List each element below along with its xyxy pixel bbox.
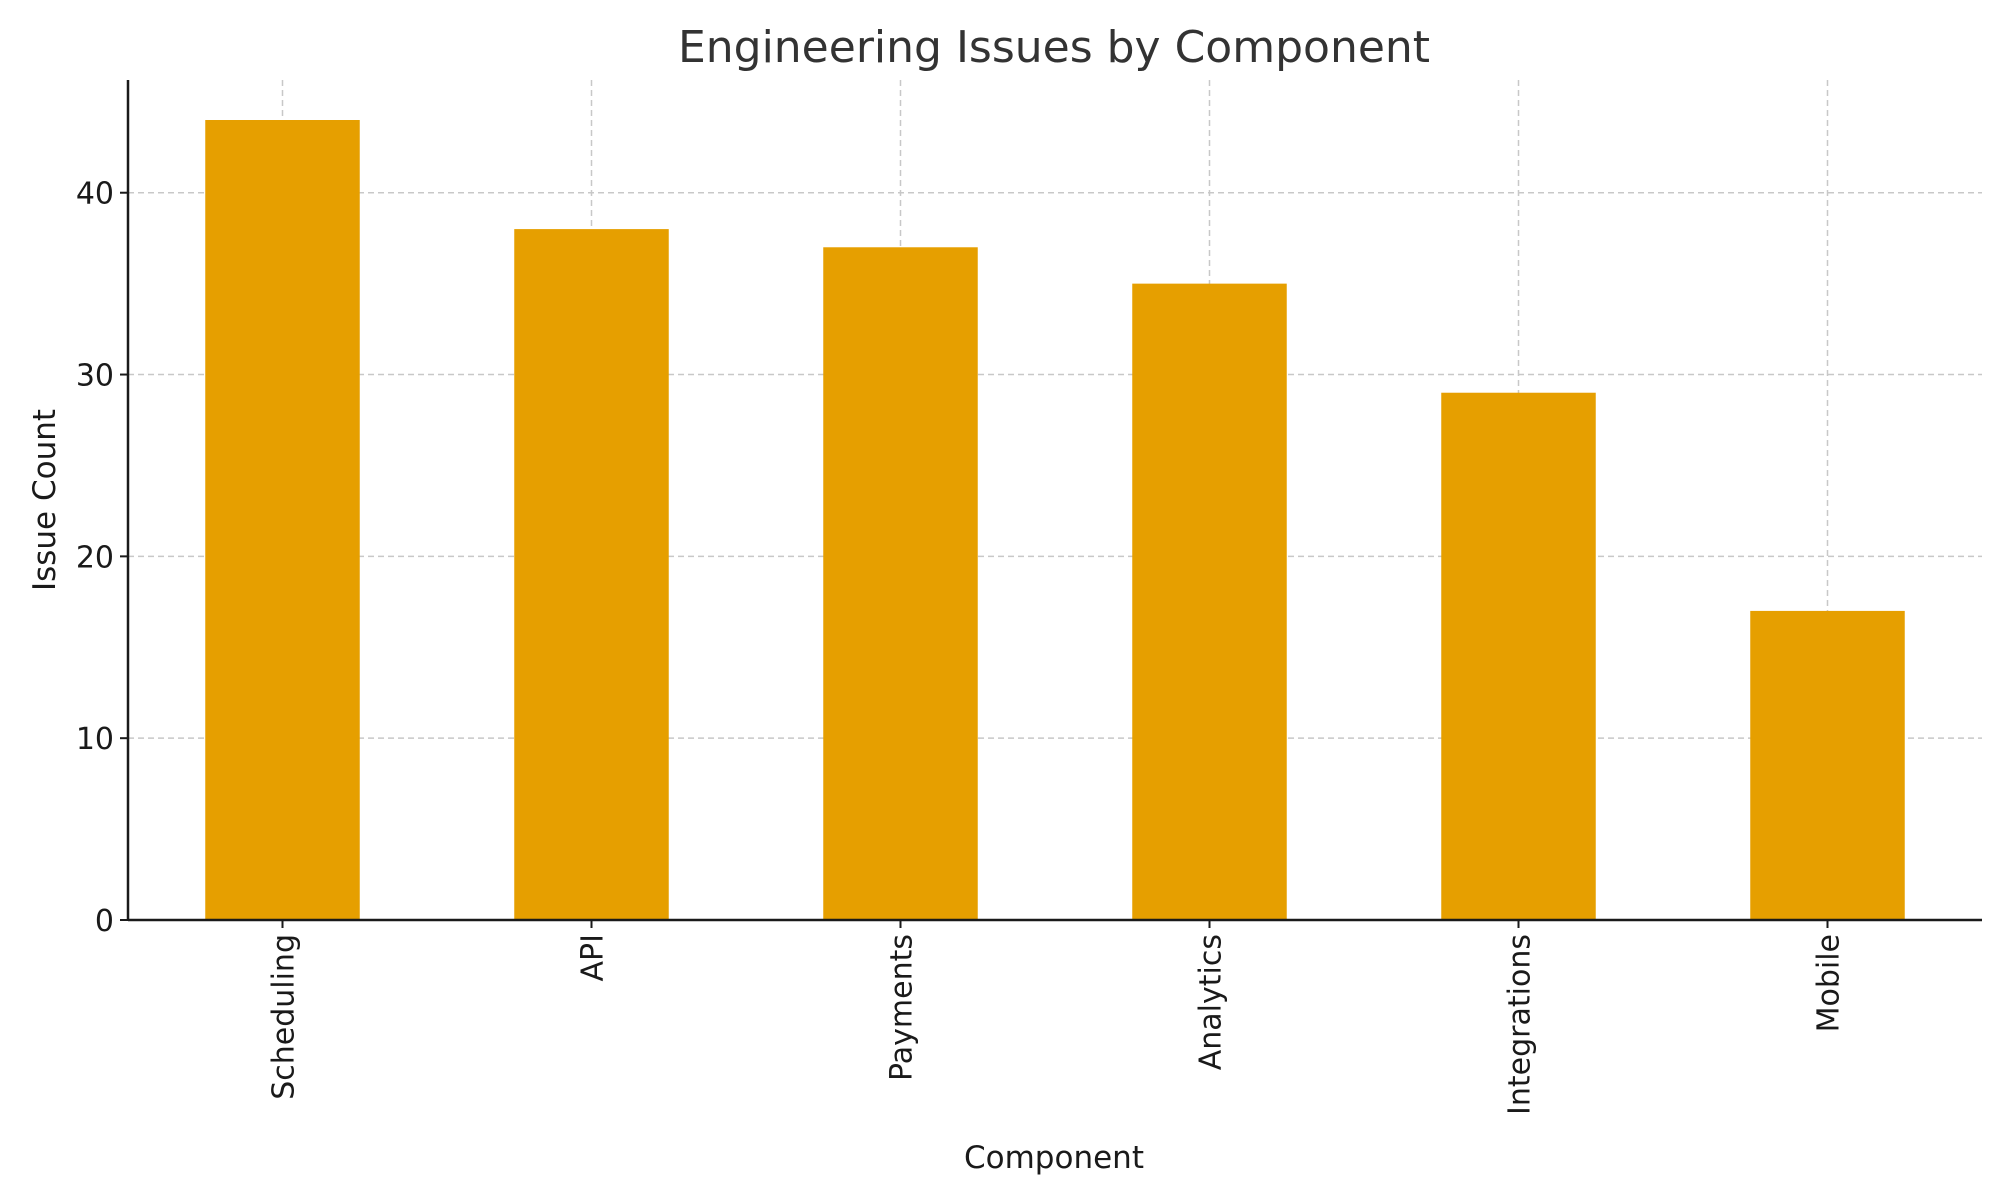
grid-lines: [128, 80, 1982, 920]
bar-mobile: [1750, 610, 1905, 920]
y-tick-label-20: 20: [76, 540, 114, 575]
bar-analytics: [1132, 283, 1287, 920]
y-axis-label: Issue Count: [27, 409, 63, 591]
x-tick-label-mobile: Mobile: [1812, 934, 1847, 1032]
y-tick-label-10: 10: [76, 722, 114, 757]
x-tick-label-scheduling: Scheduling: [267, 934, 302, 1100]
tick-labels: 0 10 20 30 40 Scheduling API Payments Analytics I…: [76, 177, 1847, 1115]
bar-scheduling: [205, 120, 360, 920]
x-tick-label-analytics: Analytics: [1194, 934, 1229, 1070]
bar-payments: [823, 247, 978, 921]
bar-api: [514, 229, 669, 920]
x-tick-label-integrations: Integrations: [1503, 934, 1538, 1115]
y-tick-label-30: 30: [76, 359, 114, 394]
x-tick-label-api: API: [576, 934, 611, 981]
bars: [205, 120, 1905, 921]
x-tick-label-payments: Payments: [885, 934, 920, 1081]
axes: [120, 80, 1982, 928]
chart-title: Engineering Issues by Component: [678, 22, 1430, 73]
y-tick-label-0: 0: [95, 904, 114, 939]
y-tick-label-40: 40: [76, 177, 114, 212]
x-axis-label: Component: [964, 1140, 1144, 1176]
bar-integrations: [1441, 392, 1596, 920]
